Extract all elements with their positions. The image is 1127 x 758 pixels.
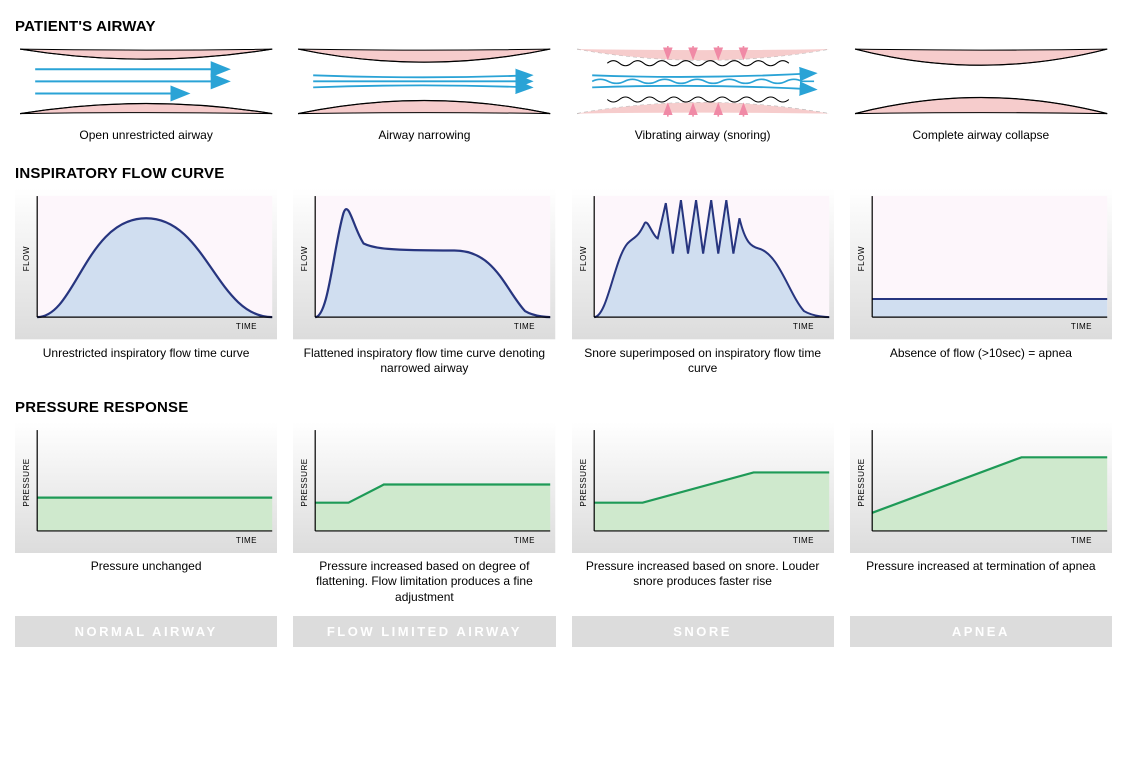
airway-svg-apnea bbox=[850, 41, 1112, 122]
airway-cell-snore: Vibrating airway (snoring) bbox=[572, 41, 834, 143]
svg-text:TIME: TIME bbox=[514, 536, 535, 545]
flow-row: FLOW TIME Unrestricted inspiratory flow … bbox=[15, 188, 1112, 376]
pressure-cell-1: PRESSURE TIME Pressure increased based o… bbox=[293, 422, 555, 606]
svg-text:PRESSURE: PRESSURE bbox=[22, 458, 31, 506]
flow-svg-3: FLOW TIME bbox=[850, 188, 1112, 339]
svg-text:TIME: TIME bbox=[1071, 536, 1092, 545]
col-label-3: APNEA bbox=[850, 616, 1112, 647]
pressure-caption-3: Pressure increased at termination of apn… bbox=[850, 559, 1112, 575]
flow-cell-0: FLOW TIME Unrestricted inspiratory flow … bbox=[15, 188, 277, 376]
pressure-cell-2: PRESSURE TIME Pressure increased based o… bbox=[572, 422, 834, 606]
svg-text:TIME: TIME bbox=[1071, 322, 1092, 331]
col-label-1: FLOW LIMITED AIRWAY bbox=[293, 616, 555, 647]
pressure-caption-0: Pressure unchanged bbox=[15, 559, 277, 575]
svg-text:TIME: TIME bbox=[236, 536, 257, 545]
airway-caption-1: Airway narrowing bbox=[293, 128, 555, 144]
airway-cell-normal: Open unrestricted airway bbox=[15, 41, 277, 143]
svg-text:FLOW: FLOW bbox=[857, 246, 866, 271]
column-labels: NORMAL AIRWAY FLOW LIMITED AIRWAY SNORE … bbox=[15, 616, 1112, 647]
flow-caption-1: Flattened inspiratory flow time curve de… bbox=[293, 346, 555, 377]
col-label-2: SNORE bbox=[572, 616, 834, 647]
pressure-svg-2: PRESSURE TIME bbox=[572, 422, 834, 553]
svg-text:FLOW: FLOW bbox=[579, 246, 588, 271]
airway-svg-narrow bbox=[293, 41, 555, 122]
pressure-caption-2: Pressure increased based on snore. Loude… bbox=[572, 559, 834, 590]
pressure-cell-3: PRESSURE TIME Pressure increased at term… bbox=[850, 422, 1112, 606]
pressure-svg-0: PRESSURE TIME bbox=[15, 422, 277, 553]
flow-cell-3: FLOW TIME Absence of flow (>10sec) = apn… bbox=[850, 188, 1112, 376]
airway-cell-apnea: Complete airway collapse bbox=[850, 41, 1112, 143]
svg-text:TIME: TIME bbox=[792, 322, 813, 331]
flow-caption-2: Snore superimposed on inspiratory flow t… bbox=[572, 346, 834, 377]
airway-caption-2: Vibrating airway (snoring) bbox=[572, 128, 834, 144]
airway-caption-3: Complete airway collapse bbox=[850, 128, 1112, 144]
flow-caption-0: Unrestricted inspiratory flow time curve bbox=[15, 346, 277, 362]
flow-cell-1: FLOW TIME Flattened inspiratory flow tim… bbox=[293, 188, 555, 376]
svg-text:TIME: TIME bbox=[792, 536, 813, 545]
svg-text:PRESSURE: PRESSURE bbox=[300, 458, 309, 506]
flow-svg-2: FLOW TIME bbox=[572, 188, 834, 339]
section-title-pressure: PRESSURE RESPONSE bbox=[15, 399, 1112, 416]
section-title-airway: PATIENT'S AIRWAY bbox=[15, 18, 1112, 35]
section-title-flow: INSPIRATORY FLOW CURVE bbox=[15, 165, 1112, 182]
svg-text:TIME: TIME bbox=[514, 322, 535, 331]
pressure-svg-1: PRESSURE TIME bbox=[293, 422, 555, 553]
flow-cell-2: FLOW TIME Snore superimposed on inspirat… bbox=[572, 188, 834, 376]
flow-svg-0: FLOW TIME bbox=[15, 188, 277, 339]
airway-svg-snore bbox=[572, 41, 834, 122]
svg-text:PRESSURE: PRESSURE bbox=[857, 458, 866, 506]
col-label-0: NORMAL AIRWAY bbox=[15, 616, 277, 647]
svg-text:FLOW: FLOW bbox=[300, 246, 309, 271]
flow-x-label: TIME bbox=[236, 322, 257, 331]
pressure-row: PRESSURE TIME Pressure unchanged PRESSUR… bbox=[15, 422, 1112, 606]
flow-caption-3: Absence of flow (>10sec) = apnea bbox=[850, 346, 1112, 362]
pressure-cell-0: PRESSURE TIME Pressure unchanged bbox=[15, 422, 277, 606]
pressure-caption-1: Pressure increased based on degree of fl… bbox=[293, 559, 555, 606]
svg-text:PRESSURE: PRESSURE bbox=[579, 458, 588, 506]
flow-y-label: FLOW bbox=[22, 246, 31, 271]
airway-cell-narrow: Airway narrowing bbox=[293, 41, 555, 143]
airway-row: Open unrestricted airway Airway narrowin… bbox=[15, 41, 1112, 143]
airway-svg-normal bbox=[15, 41, 277, 122]
airway-caption-0: Open unrestricted airway bbox=[15, 128, 277, 144]
pressure-svg-3: PRESSURE TIME bbox=[850, 422, 1112, 553]
flow-svg-1: FLOW TIME bbox=[293, 188, 555, 339]
